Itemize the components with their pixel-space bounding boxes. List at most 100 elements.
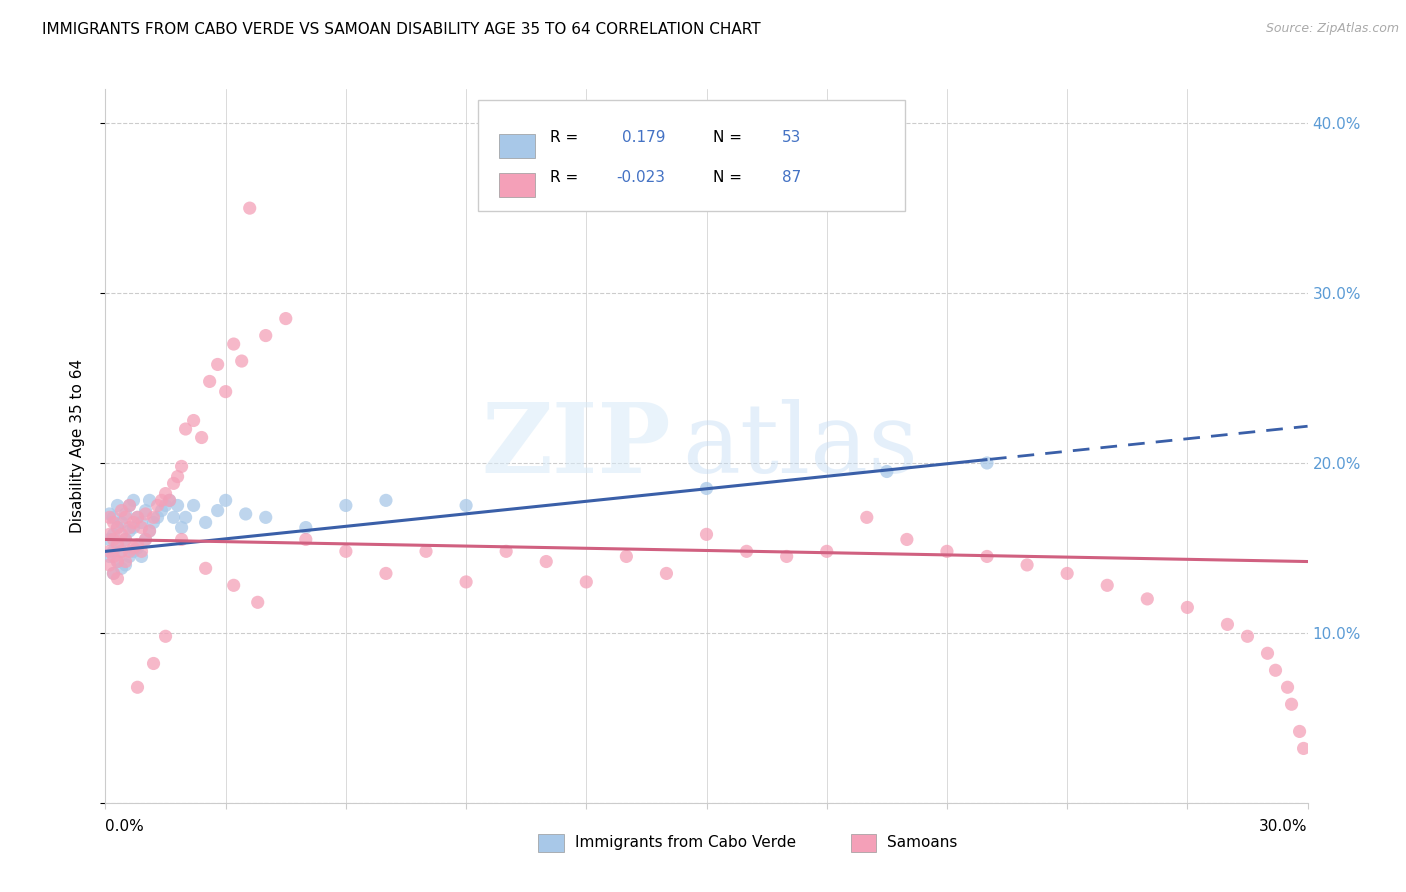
Point	[122, 541, 145, 555]
FancyBboxPatch shape	[499, 134, 534, 158]
Point	[114, 555, 136, 569]
Point	[122, 520, 145, 534]
Point	[107, 572, 129, 586]
Point	[142, 516, 165, 530]
Point	[295, 533, 318, 547]
Point	[131, 544, 153, 558]
Point	[876, 465, 898, 479]
Point	[110, 527, 132, 541]
Text: R =: R =	[550, 130, 588, 145]
Text: atlas: atlas	[682, 399, 918, 493]
Text: ZIP: ZIP	[481, 399, 671, 493]
Point	[118, 524, 141, 538]
Point	[155, 629, 177, 643]
Point	[1056, 566, 1078, 581]
Point	[1281, 698, 1303, 712]
Point	[190, 430, 212, 444]
FancyBboxPatch shape	[478, 100, 905, 211]
Point	[103, 544, 125, 558]
Point	[103, 527, 125, 541]
Point	[274, 311, 297, 326]
Point	[1017, 558, 1039, 572]
Point	[146, 510, 169, 524]
Point	[855, 510, 877, 524]
Point	[98, 558, 121, 572]
Point	[335, 544, 357, 558]
Point	[575, 574, 598, 589]
Point	[142, 657, 165, 671]
Point	[155, 486, 177, 500]
Point	[98, 527, 121, 541]
Y-axis label: Disability Age 35 to 64: Disability Age 35 to 64	[70, 359, 84, 533]
Point	[1097, 578, 1119, 592]
Text: 53: 53	[782, 130, 801, 145]
Text: N =: N =	[713, 169, 747, 185]
Point	[174, 422, 197, 436]
Text: 0.179: 0.179	[623, 130, 666, 145]
Point	[118, 499, 141, 513]
Point	[936, 544, 959, 558]
Point	[146, 499, 169, 513]
Point	[118, 549, 141, 564]
Point	[735, 544, 758, 558]
Point	[127, 541, 149, 555]
Point	[114, 507, 136, 521]
Point	[231, 354, 253, 368]
Text: Samoans: Samoans	[887, 836, 957, 850]
Point	[114, 558, 136, 572]
Point	[98, 510, 121, 524]
Point	[98, 507, 121, 521]
Point	[103, 516, 125, 530]
Point	[1292, 741, 1315, 756]
Point	[162, 510, 184, 524]
Point	[1236, 629, 1258, 643]
Point	[131, 549, 153, 564]
Point	[103, 549, 125, 564]
Point	[138, 524, 160, 538]
Point	[107, 520, 129, 534]
Point	[155, 499, 177, 513]
Point	[1216, 617, 1239, 632]
Point	[114, 533, 136, 547]
Point	[815, 544, 838, 558]
Point	[122, 544, 145, 558]
Point	[135, 533, 157, 547]
Point	[239, 201, 262, 215]
Point	[103, 566, 125, 581]
Point	[107, 537, 129, 551]
Point	[194, 561, 217, 575]
Point	[655, 566, 678, 581]
Text: IMMIGRANTS FROM CABO VERDE VS SAMOAN DISABILITY AGE 35 TO 64 CORRELATION CHART: IMMIGRANTS FROM CABO VERDE VS SAMOAN DIS…	[42, 22, 761, 37]
Point	[495, 544, 517, 558]
Point	[122, 516, 145, 530]
Point	[415, 544, 437, 558]
Text: 0.0%: 0.0%	[105, 819, 145, 834]
Point	[207, 503, 229, 517]
Point	[107, 537, 129, 551]
Point	[118, 520, 141, 534]
Point	[696, 527, 718, 541]
Point	[194, 516, 217, 530]
Point	[131, 520, 153, 534]
Point	[1257, 646, 1279, 660]
Point	[107, 555, 129, 569]
Point	[159, 493, 181, 508]
Point	[107, 499, 129, 513]
Point	[1288, 724, 1310, 739]
Point	[127, 680, 149, 694]
Point	[170, 533, 193, 547]
Point	[110, 544, 132, 558]
Text: -0.023: -0.023	[616, 169, 665, 185]
Point	[198, 375, 221, 389]
Text: 87: 87	[782, 169, 801, 185]
Point	[138, 493, 160, 508]
Point	[246, 595, 269, 609]
Point	[295, 520, 318, 534]
Point	[166, 469, 188, 483]
Point	[374, 493, 398, 508]
FancyBboxPatch shape	[499, 173, 534, 197]
Point	[214, 384, 236, 399]
Text: 30.0%: 30.0%	[1260, 819, 1308, 834]
Point	[534, 555, 557, 569]
Point	[222, 578, 245, 592]
